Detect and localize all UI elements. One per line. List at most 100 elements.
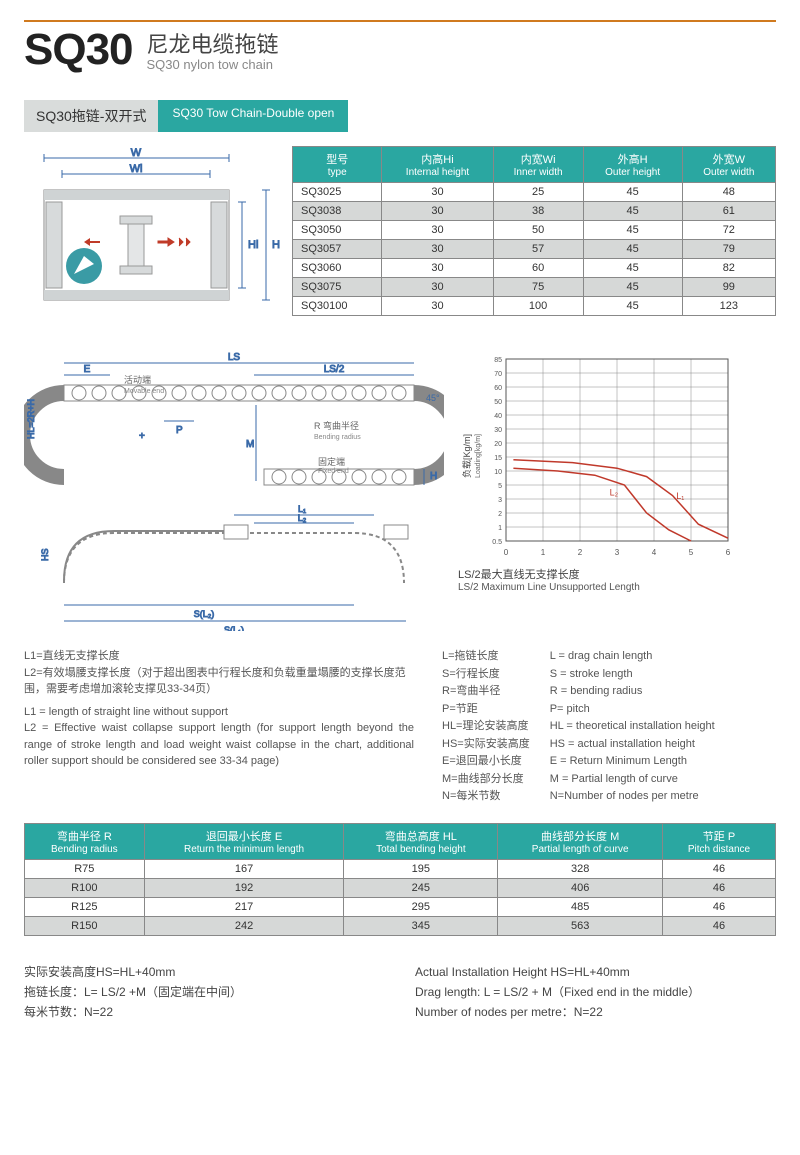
legend-en: P= pitch — [550, 701, 776, 718]
svg-text:Movable end: Movable end — [124, 388, 164, 395]
svg-text:+: + — [139, 431, 145, 442]
svg-text:5: 5 — [498, 483, 502, 490]
svg-text:S(L₂): S(L₂) — [194, 609, 215, 619]
svg-text:Loading[kg/m]: Loading[kg/m] — [475, 434, 482, 478]
svg-text:60: 60 — [494, 385, 502, 392]
footer-right: Actual Installation Height HS=HL+40mmDra… — [415, 962, 776, 1023]
svg-text:70: 70 — [494, 371, 502, 378]
svg-text:0: 0 — [504, 548, 509, 557]
notes-row: L1=直线无支撑长度 L2=有效塌腰支撑长度（对于超出图表中行程长度和负载重量塌… — [24, 648, 776, 805]
svg-text:0.5: 0.5 — [492, 539, 502, 546]
svg-text:P: P — [176, 425, 183, 436]
svg-text:LS/2: LS/2 — [324, 364, 345, 375]
table-header: 外宽WOuter width — [682, 147, 775, 183]
cross-section-diagram: W Wi Hi H — [24, 146, 280, 329]
title-block: 尼龙电缆拖链 SQ30 nylon tow chain — [147, 33, 279, 72]
legend-en: S = stroke length — [550, 666, 776, 683]
svg-text:50: 50 — [494, 399, 502, 406]
table-header: 弯曲半径 RBending radius — [25, 823, 145, 859]
svg-text:2: 2 — [578, 548, 583, 557]
table-header: 节距 PPitch distance — [662, 823, 775, 859]
table-header: 型号type — [293, 147, 382, 183]
l2-cn: L2=有效塌腰支撑长度（对于超出图表中行程长度和负载重量塌腰的支撑长度范围，需要… — [24, 665, 414, 698]
table-header: 内高HiInternal height — [382, 147, 493, 183]
chart-caption-cn: LS/2最大直线无支撑长度 — [458, 566, 776, 582]
legend-cn: HL=理论安装高度 — [442, 718, 530, 735]
svg-text:L₂: L₂ — [610, 488, 619, 498]
svg-text:4: 4 — [652, 548, 657, 557]
legend-cn: M=曲线部分长度 — [442, 771, 530, 788]
svg-text:H: H — [430, 471, 437, 482]
svg-text:L₂: L₂ — [298, 513, 307, 523]
svg-text:10: 10 — [494, 469, 502, 476]
top-rule — [24, 20, 776, 22]
svg-text:S(L₁): S(L₁) — [224, 625, 244, 631]
section-label-en: SQ30 Tow Chain-Double open — [158, 100, 348, 132]
table-header: 内宽WiInner width — [493, 147, 583, 183]
legend-en: HS = actual installation height — [550, 736, 776, 753]
svg-text:R 弯曲半径: R 弯曲半径 — [314, 420, 359, 431]
title-en: SQ30 nylon tow chain — [147, 57, 279, 72]
legend-cn: S=行程长度 — [442, 666, 530, 683]
table-header: 退回最小长度 EReturn the minimum length — [144, 823, 344, 859]
svg-text:HS: HS — [40, 548, 50, 561]
table-header: 外高HOuter height — [583, 147, 682, 183]
svg-text:Fixed end: Fixed end — [318, 468, 349, 475]
svg-text:3: 3 — [615, 548, 620, 557]
svg-text:20: 20 — [494, 441, 502, 448]
table-row: SQ303830384561 — [293, 202, 776, 221]
svg-text:L₁: L₁ — [676, 491, 684, 501]
svg-text:30: 30 — [494, 427, 502, 434]
spec-table-2: 弯曲半径 RBending radius退回最小长度 EReturn the m… — [24, 823, 776, 936]
table-header: 曲线部分长度 MPartial length of curve — [498, 823, 663, 859]
title-cn: 尼龙电缆拖链 — [147, 33, 279, 57]
table-row: R15024234556346 — [25, 916, 776, 935]
legend-en: R = bending radius — [550, 683, 776, 700]
svg-text:1: 1 — [541, 548, 546, 557]
legend-cn: P=节距 — [442, 701, 530, 718]
table-row: SQ305030504572 — [293, 221, 776, 240]
svg-text:固定端: 固定端 — [318, 456, 345, 467]
section-label-cn: SQ30拖链-双开式 — [24, 100, 158, 132]
legend: L=拖链长度L = drag chain lengthS=行程长度S = str… — [442, 648, 776, 805]
legend-cn: R=弯曲半径 — [442, 683, 530, 700]
svg-text:M: M — [246, 439, 254, 450]
svg-text:40: 40 — [494, 413, 502, 420]
legend-en: HL = theoretical installation height — [550, 718, 776, 735]
spec-table-1-wrap: 型号type内高HiInternal height内宽WiInner width… — [292, 146, 776, 316]
legend-cn: N=每米节数 — [442, 788, 530, 805]
svg-text:负载[Kg/m]: 负载[Kg/m] — [461, 434, 472, 478]
notes-left: L1=直线无支撑长度 L2=有效塌腰支撑长度（对于超出图表中行程长度和负载重量塌… — [24, 648, 414, 805]
svg-text:HL=2R+H: HL=2R+H — [26, 399, 36, 439]
l1-en: L1 = length of straight line without sup… — [24, 704, 414, 721]
legend-en: N=Number of nodes per metre — [550, 788, 776, 805]
footer-left: 实际安装高度HS=HL+40mm拖链长度：L= LS/2 +M（固定端在中间）每… — [24, 962, 385, 1023]
legend-en: L = drag chain length — [550, 648, 776, 665]
table-header: 弯曲总高度 HLTotal bending height — [344, 823, 498, 859]
table-row: SQ302530254548 — [293, 183, 776, 202]
table-row: SQ306030604582 — [293, 259, 776, 278]
svg-text:H: H — [272, 239, 280, 251]
chart-caption-en: LS/2 Maximum Line Unsupported Length — [458, 582, 776, 593]
l2-en: L2 = Effective waist collapse support le… — [24, 720, 414, 770]
legend-en: M = Partial length of curve — [550, 771, 776, 788]
svg-text:活动端: 活动端 — [124, 374, 151, 385]
table-row: R7516719532846 — [25, 859, 776, 878]
table-row: SQ301003010045123 — [293, 297, 776, 316]
svg-text:Bending radius: Bending radius — [314, 434, 361, 441]
legend-en: E = Return Minimum Length — [550, 753, 776, 770]
table-row: SQ307530754599 — [293, 278, 776, 297]
l1-cn: L1=直线无支撑长度 — [24, 648, 414, 665]
svg-text:E: E — [84, 364, 91, 375]
table-row: R10019224540646 — [25, 878, 776, 897]
footer-notes: 实际安装高度HS=HL+40mm拖链长度：L= LS/2 +M（固定端在中间）每… — [24, 962, 776, 1023]
svg-text:Hi: Hi — [248, 239, 258, 251]
header: SQ30 尼龙电缆拖链 SQ30 nylon tow chain — [24, 28, 776, 72]
spec-table-1: 型号type内高HiInternal height内宽WiInner width… — [292, 146, 776, 316]
svg-text:85: 85 — [494, 357, 502, 364]
section-bar: SQ30拖链-双开式 SQ30 Tow Chain-Double open — [24, 100, 776, 132]
svg-text:5: 5 — [689, 548, 694, 557]
chain-layout-diagram: LS E LS/2 活动端Movable end 45° R 弯曲半径Bendi… — [24, 351, 444, 634]
load-chart: 01234560.51235101520304050607085负载[Kg/m]… — [458, 351, 776, 634]
svg-text:LS: LS — [228, 352, 241, 363]
